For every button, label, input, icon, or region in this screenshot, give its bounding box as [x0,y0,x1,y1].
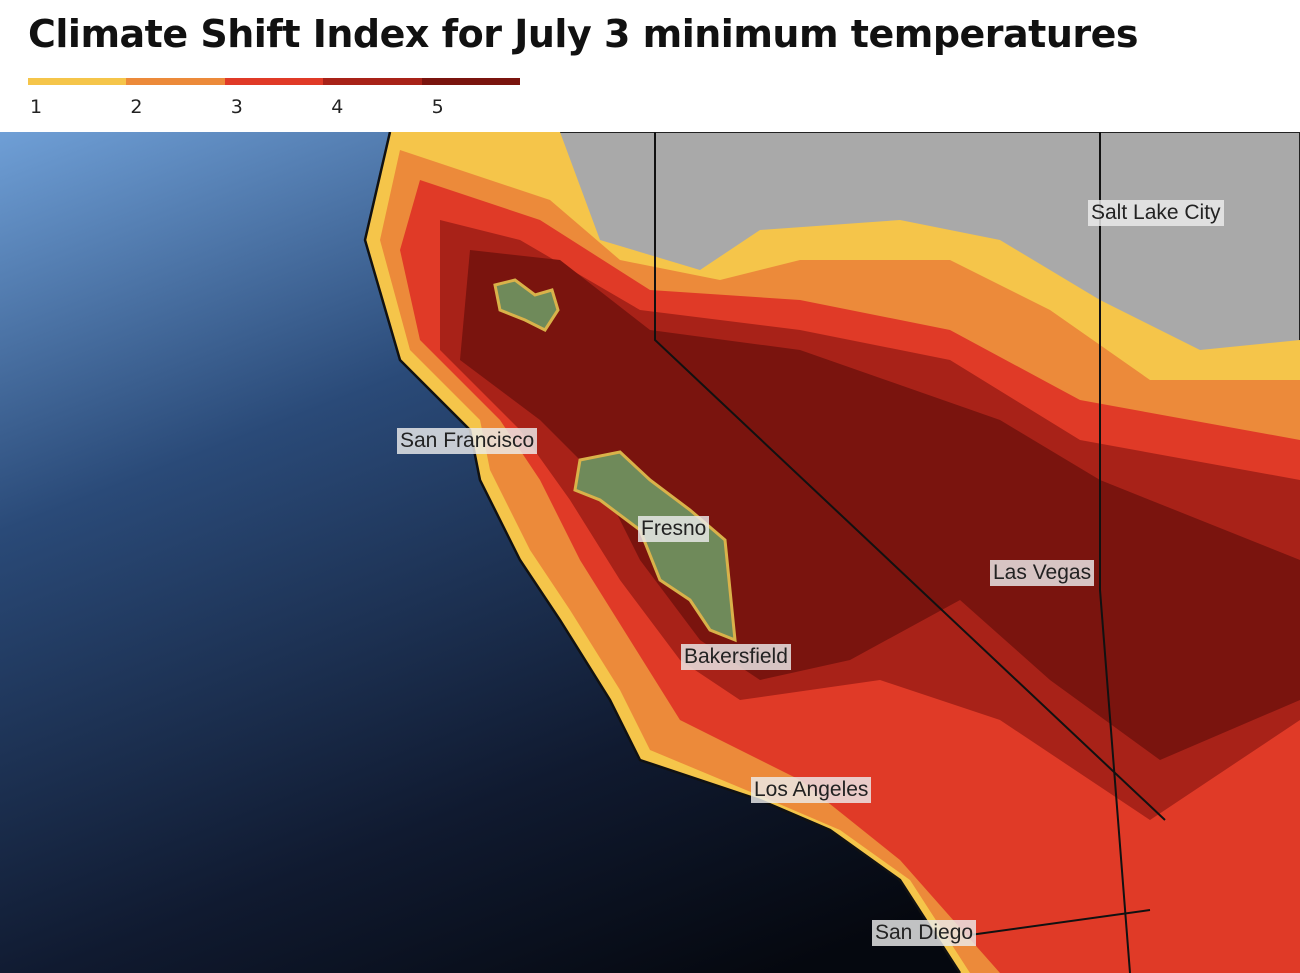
legend-label: 4 [331,96,344,118]
border [969,909,1151,936]
coastline [363,132,962,973]
border [1099,132,1131,973]
legend-swatch [126,78,225,85]
map [0,132,1300,973]
city-label: Los Angeles [751,777,872,803]
city-label: San Francisco [397,428,538,454]
index-band [460,250,1300,760]
index-bands [365,132,1300,973]
state-borders [654,132,1166,973]
no-data-area [573,450,737,643]
city-label: Salt Lake City [1088,200,1224,226]
legend: 1 2 3 4 5 [28,78,520,118]
no-data-area [493,278,560,332]
title: Climate Shift Index for July 3 minimum t… [28,12,1139,56]
legend-label: 5 [431,96,444,118]
legend-label: 2 [130,96,143,118]
legend-swatch [323,78,422,85]
city-label: Bakersfield [681,644,791,670]
legend-swatch [421,78,520,85]
city-label: San Diego [872,920,977,946]
legend-label: 1 [30,96,43,118]
city-label: Las Vegas [990,560,1095,586]
legend-swatch [224,78,324,85]
city-label: Fresno [638,516,710,542]
legend-swatch [28,78,127,85]
legend-label: 3 [230,96,243,118]
border [654,132,1166,821]
